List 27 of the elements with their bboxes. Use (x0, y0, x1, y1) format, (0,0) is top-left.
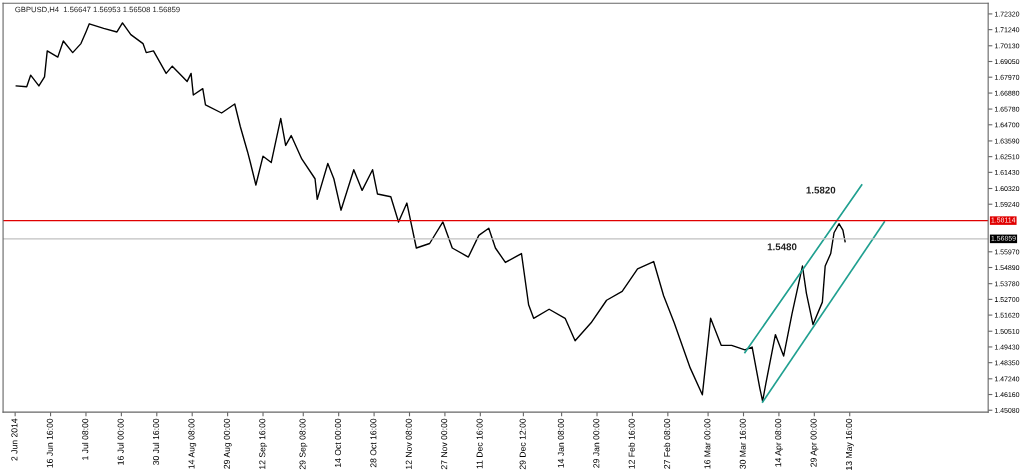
x-tick-label: 14 Oct 00:00 (334, 418, 341, 468)
x-tick-label: 29 Aug 00:00 (223, 418, 232, 469)
x-tick-label: 16 Jul 00:00 (117, 418, 124, 465)
x-tick-label: 16 Mar 00:00 (704, 418, 711, 469)
x-tick-label: 12 Feb 16:00 (628, 418, 635, 469)
x-tick-label: 13 May 16:00 (845, 418, 854, 470)
line-series (15, 22, 846, 402)
x-tick-label: 2 Jun 2014 (11, 418, 18, 461)
x-tick-label: 30 Jul 16:00 (152, 418, 160, 465)
x-tick-label: 27 Feb 08:00 (663, 418, 671, 469)
x-tick-label: 28 Oct 16:00 (370, 418, 377, 468)
x-tick-label: 30 Mar 16:00 (739, 418, 746, 469)
x-tick-label: 14 Aug 08:00 (188, 418, 197, 469)
x-tick-label: 11 Dec 16:00 (476, 418, 483, 469)
x-tick-label: 12 Nov 08:00 (405, 418, 412, 469)
x-tick-label: 29 Jan 00:00 (593, 418, 600, 468)
annotation: 1.5480 (767, 243, 797, 251)
x-tick-label: 29 Sep 08:00 (299, 418, 308, 470)
annotation: 1.5820 (806, 186, 836, 194)
x-tick-label: 14 Jan 08:00 (557, 418, 564, 468)
x-tick-label: 27 Nov 00:00 (441, 418, 448, 470)
x-tick-label: 29 Apr 00:00 (810, 418, 819, 467)
x-tick-label: 14 Apr 08:00 (775, 418, 783, 467)
x-tick-label: 1 Jul 08:00 (81, 418, 89, 460)
x-tick-label: 16 Jun 16:00 (46, 418, 53, 468)
x-tick-label: 12 Sep 16:00 (259, 418, 268, 469)
x-tick-label: 29 Dec 12:00 (519, 418, 526, 470)
